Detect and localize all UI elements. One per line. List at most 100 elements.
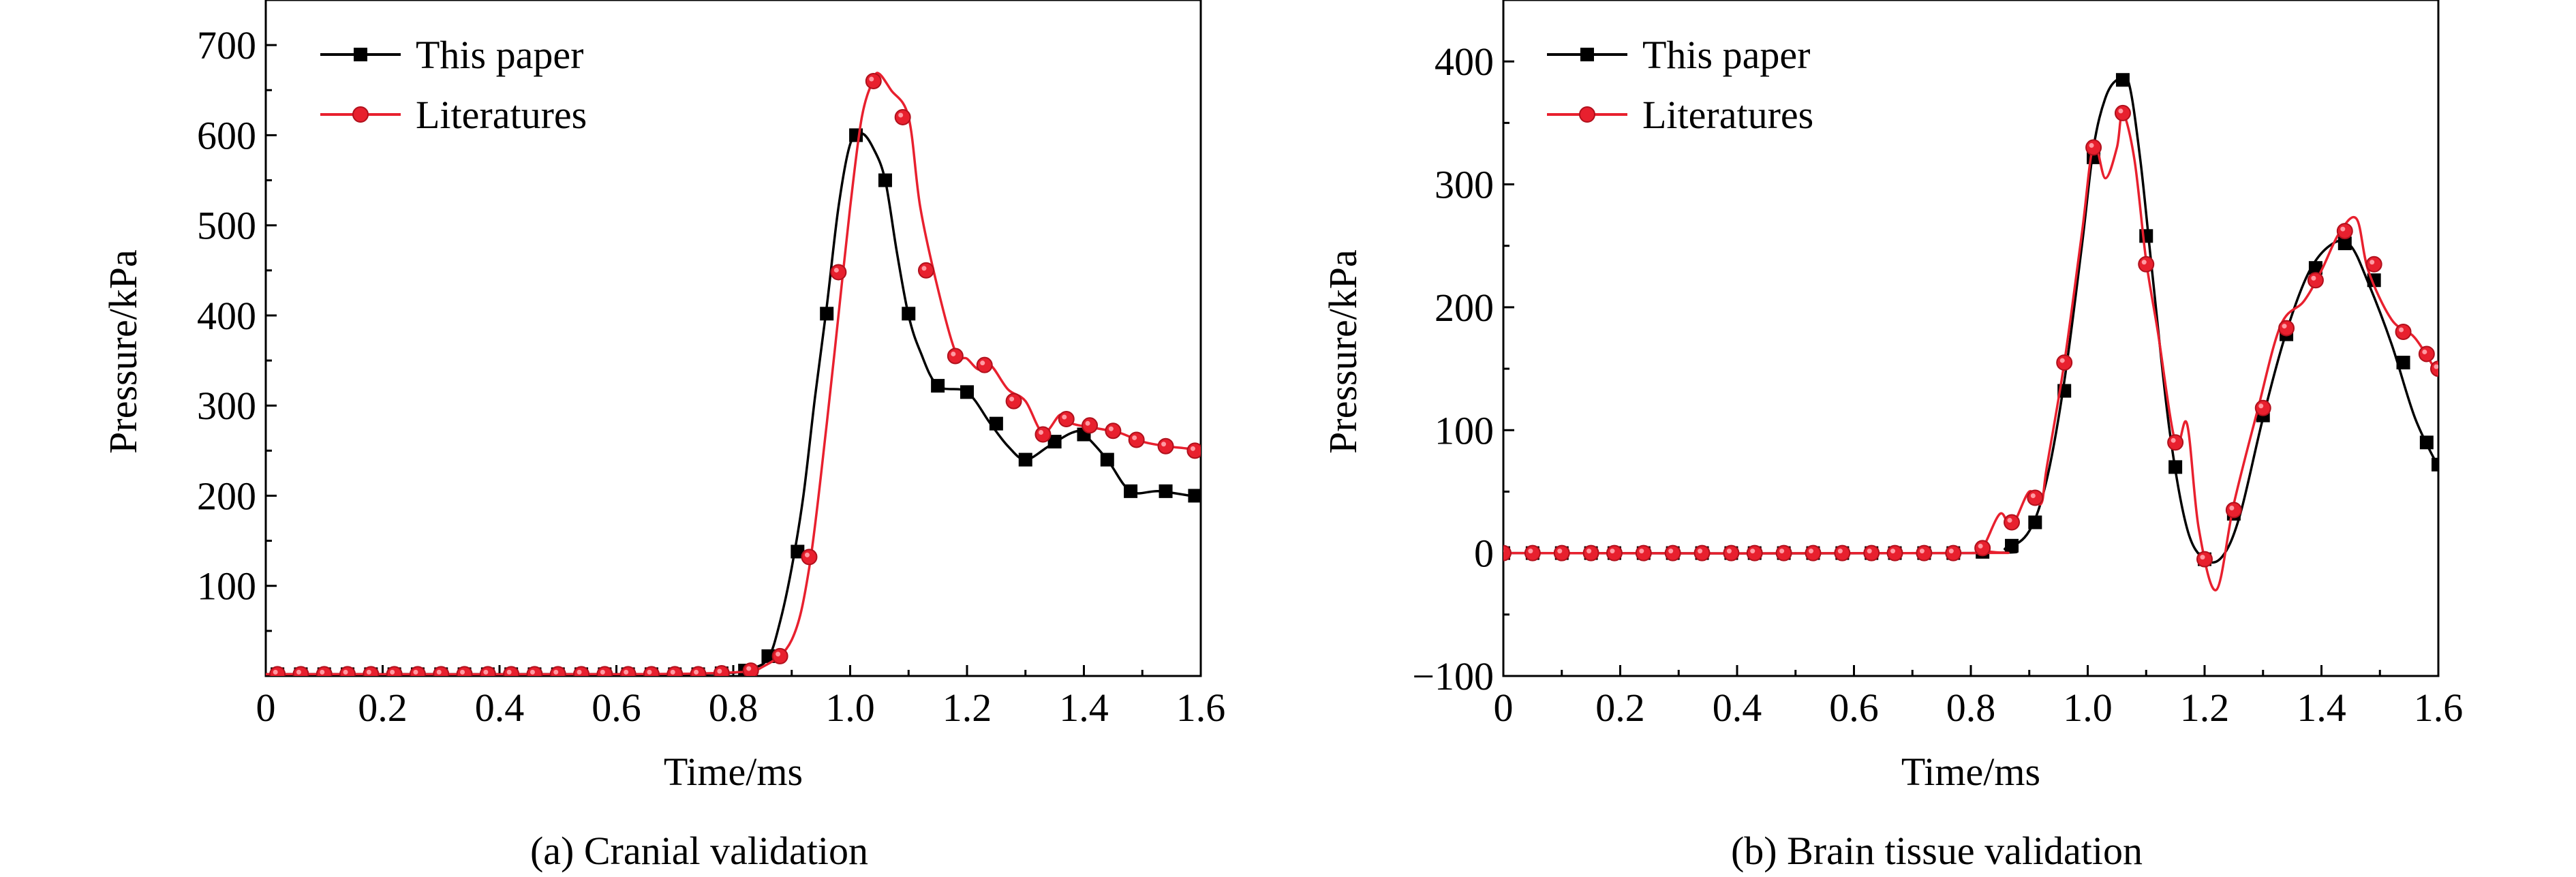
data-point [2167, 434, 2184, 451]
series-literatures [1503, 104, 2438, 591]
data-point-highlight [436, 669, 442, 675]
data-point [2278, 320, 2295, 337]
x-axis-label: Time/ms [1901, 750, 2040, 794]
data-point-highlight [694, 669, 699, 675]
data-point [1524, 544, 1541, 561]
x-tick-label: 0.2 [358, 686, 408, 730]
data-point-highlight [647, 669, 652, 675]
data-point [960, 385, 974, 399]
data-point-highlight [776, 651, 781, 657]
data-point-highlight [343, 669, 348, 675]
data-point [830, 264, 847, 281]
data-point [1034, 426, 1052, 443]
data-point [1503, 544, 1512, 561]
data-point [1863, 544, 1880, 561]
data-point [409, 666, 426, 676]
chart-brain-tissue: 0 0.2 0.4 0.6 0.8 1.0 1.2 1.4 1.6−10001002003004… [1321, 0, 2463, 873]
data-point [917, 262, 934, 279]
data-point-highlight [1190, 446, 1195, 451]
data-point [713, 665, 730, 676]
data-point-highlight [2370, 260, 2375, 265]
x-tick-label: 1.4 [2297, 686, 2346, 730]
data-point-highlight [320, 669, 325, 675]
data-point-highlight [2118, 108, 2123, 114]
data-point [386, 666, 403, 676]
data-point-highlight [2399, 327, 2404, 333]
x-tick-label: 0.4 [1713, 686, 1762, 730]
data-point [1723, 544, 1740, 561]
data-point-highlight [1639, 549, 1644, 554]
data-point-highlight [273, 669, 278, 675]
data-point-highlight [2200, 555, 2205, 560]
data-point [666, 666, 684, 676]
data-point-highlight [1610, 549, 1615, 554]
x-tick-label: 0.6 [1829, 686, 1879, 730]
data-point [549, 666, 566, 676]
x-tick-label: 1.4 [1059, 686, 1109, 730]
data-point [771, 647, 788, 664]
data-point-highlight [2141, 260, 2147, 265]
data-point [1693, 544, 1711, 561]
x-tick-label: 1.6 [2414, 686, 2464, 730]
y-tick-label: −100 [1412, 654, 1494, 698]
data-point [2225, 502, 2242, 519]
data-point [801, 549, 818, 566]
y-tick-label: 400 [1435, 40, 1494, 84]
data-point [931, 379, 945, 393]
data-point-highlight [1698, 549, 1703, 554]
y-tick-label: 500 [197, 204, 256, 248]
data-point [1635, 544, 1652, 561]
data-point [1886, 544, 1903, 561]
data-point-highlight [1108, 426, 1114, 431]
data-point [1746, 544, 1763, 561]
data-point [878, 173, 892, 187]
data-point-highlight [1726, 549, 1732, 554]
data-point-highlight [1890, 549, 1896, 554]
y-tick-label: 300 [1435, 163, 1494, 207]
data-point-highlight [577, 669, 582, 675]
data-point-highlight [600, 669, 605, 675]
data-point [761, 649, 776, 663]
data-point-highlight [2059, 358, 2065, 363]
data-point-highlight [980, 360, 985, 366]
y-tick-label: 100 [197, 564, 256, 609]
chart-cranial: 0 0.2 0.4 0.6 0.8 1.0 1.2 1.4 1.6 100 200 300 400 500… [101, 0, 1225, 873]
y-tick-label: 0 [1474, 532, 1494, 576]
data-point-highlight [1062, 414, 1067, 420]
data-point [1047, 435, 1062, 449]
data-point [2432, 457, 2438, 472]
data-point [363, 666, 380, 676]
x-tick-label: 0 [1494, 686, 1514, 730]
y-axis-label: Pressure/kPa [101, 249, 145, 454]
data-point-highlight [2422, 349, 2427, 354]
data-point [339, 666, 356, 676]
data-point [2027, 489, 2044, 506]
data-point [1105, 422, 1122, 440]
data-point-highlight [2171, 437, 2176, 443]
data-point-highlight [898, 112, 904, 118]
chart-caption: (a) Cranial validation [530, 829, 868, 873]
data-point-highlight [2282, 324, 2287, 329]
data-point [479, 666, 496, 676]
data-point [1974, 540, 1991, 557]
y-tick-label: 200 [1435, 286, 1494, 330]
y-tick-label: 700 [197, 23, 256, 67]
data-point-highlight [1779, 549, 1785, 554]
data-point [316, 666, 333, 676]
data-point [947, 348, 964, 365]
data-point-highlight [366, 669, 371, 675]
data-point [2430, 360, 2438, 378]
data-point-highlight [1586, 549, 1592, 554]
data-point [894, 108, 911, 125]
data-point [791, 544, 805, 559]
data-point-highlight [1978, 543, 1983, 549]
y-tick-label: 200 [197, 474, 256, 518]
x-tick-label: 0.6 [592, 686, 641, 730]
data-point [2418, 345, 2435, 363]
data-point-highlight [624, 669, 629, 675]
data-point-highlight [1528, 549, 1533, 554]
data-point [643, 666, 660, 676]
data-point [2396, 356, 2410, 370]
data-point [2056, 354, 2073, 371]
y-axis-label: Pressure/kPa [1321, 249, 1365, 454]
